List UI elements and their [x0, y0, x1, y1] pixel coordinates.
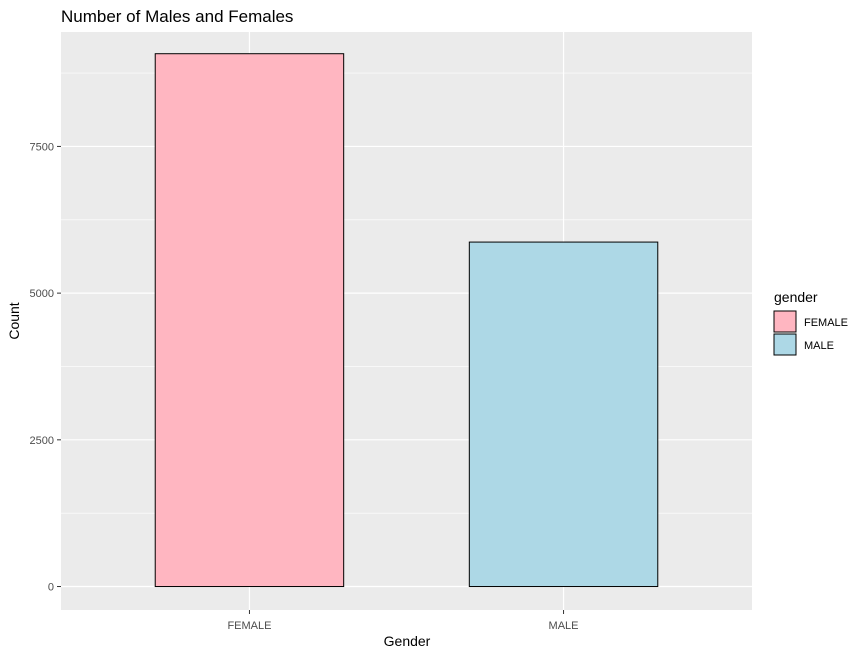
- legend-entries: FEMALE MALE: [773, 310, 848, 356]
- y-tick-label: 0: [48, 582, 54, 594]
- y-axis: 0 2500 5000 7500: [30, 141, 61, 594]
- legend-label: FEMALE: [804, 317, 848, 329]
- y-tick-label: 5000: [30, 288, 54, 300]
- legend-title: gender: [774, 289, 818, 305]
- x-tick-label: MALE: [549, 620, 579, 632]
- bars: [154, 53, 659, 588]
- x-axis: FEMALE MALE: [227, 610, 579, 632]
- bar-male: [468, 241, 659, 588]
- y-tick-label: 7500: [30, 141, 54, 153]
- y-tick-label: 2500: [30, 435, 54, 447]
- x-tick-label: FEMALE: [227, 620, 271, 632]
- bar-female: [154, 53, 345, 588]
- y-axis-title: Count: [6, 302, 22, 339]
- legend-key-male: [773, 333, 797, 356]
- x-axis-title: Gender: [384, 633, 431, 649]
- legend-key-female: [773, 310, 797, 333]
- legend: gender FEMALE MALE: [773, 289, 848, 356]
- legend-label: MALE: [804, 340, 834, 352]
- chart-title: Number of Males and Females: [61, 7, 293, 26]
